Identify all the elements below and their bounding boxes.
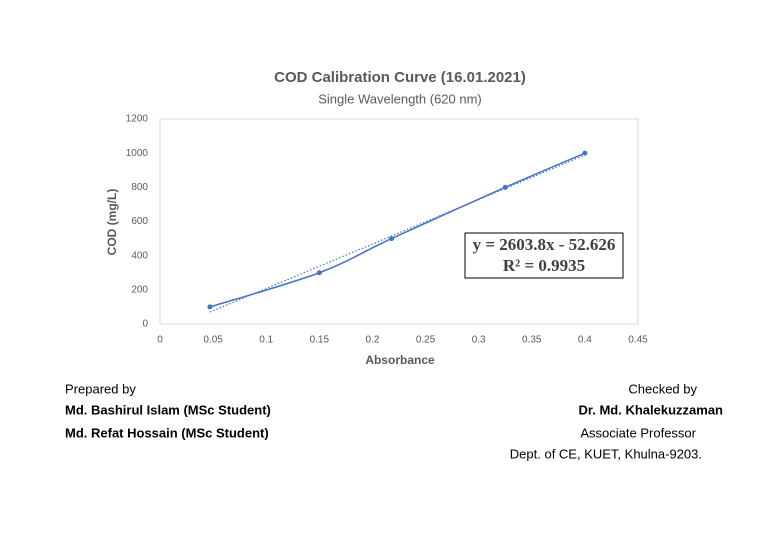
x-tick-label: 0.45	[628, 335, 648, 346]
x-tick-label: 0.1	[259, 335, 273, 346]
y-tick-label: 600	[131, 216, 148, 227]
plot-area	[159, 118, 639, 325]
y-tick-label: 1000	[126, 148, 149, 159]
y-axis-label: COD (mg/L)	[105, 189, 119, 256]
trendline-equation: y = 2603.8x - 52.626	[473, 235, 616, 254]
x-tick-label: 0.2	[365, 335, 379, 346]
x-axis-label: Absorbance	[365, 353, 435, 367]
data-point	[389, 236, 395, 242]
y-tick-label: 800	[131, 182, 148, 193]
y-tick-label: 0	[142, 319, 148, 330]
chart-title: COD Calibration Curve (16.01.2021)	[274, 69, 526, 86]
data-point	[207, 304, 213, 310]
x-tick-label: 0	[157, 335, 163, 346]
chart-subtitle: Single Wavelength (620 nm)	[318, 91, 482, 106]
data-point	[502, 184, 508, 190]
x-tick-label: 0.25	[416, 335, 436, 346]
x-tick-label: 0.3	[472, 335, 486, 346]
y-tick-label: 400	[131, 250, 148, 261]
x-tick-label: 0.05	[203, 335, 223, 346]
r-squared: R² = 0.9935	[503, 256, 585, 275]
data-point	[316, 270, 322, 276]
data-line	[209, 152, 586, 308]
checker-name: Dr. Md. Khalekuzzaman	[579, 402, 724, 417]
y-tick-label: 1200	[126, 114, 149, 125]
equation-box	[464, 232, 624, 279]
checker-title: Associate Professor	[580, 425, 696, 440]
checked-label: Checked by	[628, 381, 697, 396]
x-tick-label: 0.35	[522, 335, 542, 346]
prepared-label: Prepared by	[65, 381, 136, 396]
y-tick-label: 200	[131, 284, 148, 295]
checker-dept: Dept. of CE, KUET, Khulna-9203.	[510, 446, 702, 461]
preparer-name: Md. Bashirul Islam (MSc Student)	[65, 402, 271, 417]
data-point	[582, 150, 588, 156]
x-tick-label: 0.15	[310, 335, 330, 346]
trendline	[209, 154, 586, 313]
x-tick-label: 0.4	[578, 335, 592, 346]
preparer-name: Md. Refat Hossain (MSc Student)	[65, 425, 269, 440]
